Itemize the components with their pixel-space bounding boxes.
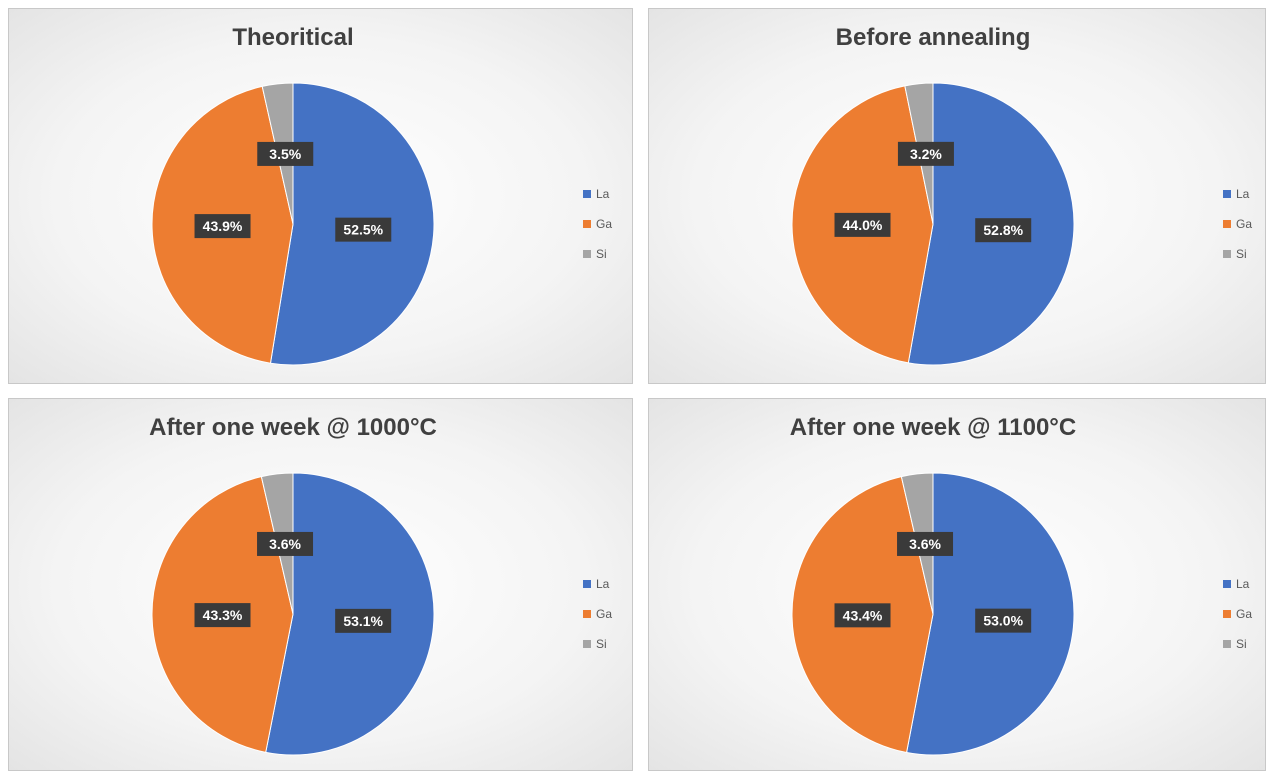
legend-label: Ga [1236,607,1252,621]
chart-panel: After one week @ 1000°C 53.1% 43.3% 3.6% La G… [8,398,633,771]
legend-swatch [583,190,591,198]
legend-swatch [1223,250,1231,258]
data-label: 52.8% [983,222,1023,238]
legend-label: Si [596,637,607,651]
data-label-box [335,608,392,633]
data-label-box [834,603,891,628]
legend-swatch [583,250,591,258]
legend-swatch [1223,190,1231,198]
chart: After one week @ 1000°C 53.1% 43.3% 3.6% La G… [149,414,612,756]
legend-swatch [1223,580,1231,588]
legend-swatch [1223,220,1231,228]
data-label-box [335,217,392,242]
data-label-box [257,141,314,166]
legend-swatch [583,580,591,588]
legend-swatch [1223,640,1231,648]
data-label-box [194,603,251,628]
chart-title: After one week @ 1000°C [149,414,437,441]
legend-label: Ga [596,217,612,231]
legend-label: La [1236,577,1250,591]
data-label: 3.2% [910,146,942,162]
chart: Before annealing 52.8% 44.0% 3.2% La Ga Si [791,24,1252,366]
legend-swatch [1223,610,1231,618]
data-label-box [975,218,1032,243]
data-label: 3.6% [909,536,941,552]
data-label: 44.0% [843,217,883,233]
chart: After one week @ 1100°C 53.0% 43.4% 3.6% La G… [790,414,1252,756]
legend-label: Si [1236,637,1247,651]
data-label: 53.1% [343,613,383,629]
chart-title: Theoritical [232,24,353,51]
chart: Theoritical 52.5% 43.9% 3.5% La Ga Si [151,24,612,366]
data-label: 3.6% [269,536,301,552]
legend-swatch [583,640,591,648]
legend-label: La [596,187,610,201]
legend-label: La [1236,187,1250,201]
chart-panel: Theoritical 52.5% 43.9% 3.5% La Ga Si [8,8,633,384]
data-label-box [194,214,251,239]
data-label: 3.5% [269,146,301,162]
data-label: 43.4% [843,607,883,623]
data-label: 43.3% [203,607,243,623]
data-label: 52.5% [343,222,383,238]
data-label-box [897,141,954,166]
chart-panel: After one week @ 1100°C 53.0% 43.4% 3.6% La G… [648,398,1266,771]
data-label-box [897,531,954,556]
legend-label: Si [1236,247,1247,261]
legend-label: Si [596,247,607,261]
legend-label: Ga [596,607,612,621]
legend-swatch [583,220,591,228]
data-label-box [834,212,891,237]
legend-swatch [583,610,591,618]
data-label-box [975,608,1032,633]
data-label-box [257,531,314,556]
chart-title: Before annealing [836,24,1031,51]
legend-label: La [596,577,610,591]
legend-label: Ga [1236,217,1252,231]
data-label: 53.0% [983,613,1023,629]
chart-title: After one week @ 1100°C [790,414,1076,441]
data-label: 43.9% [203,218,243,234]
chart-panel: Before annealing 52.8% 44.0% 3.2% La Ga Si [648,8,1266,384]
